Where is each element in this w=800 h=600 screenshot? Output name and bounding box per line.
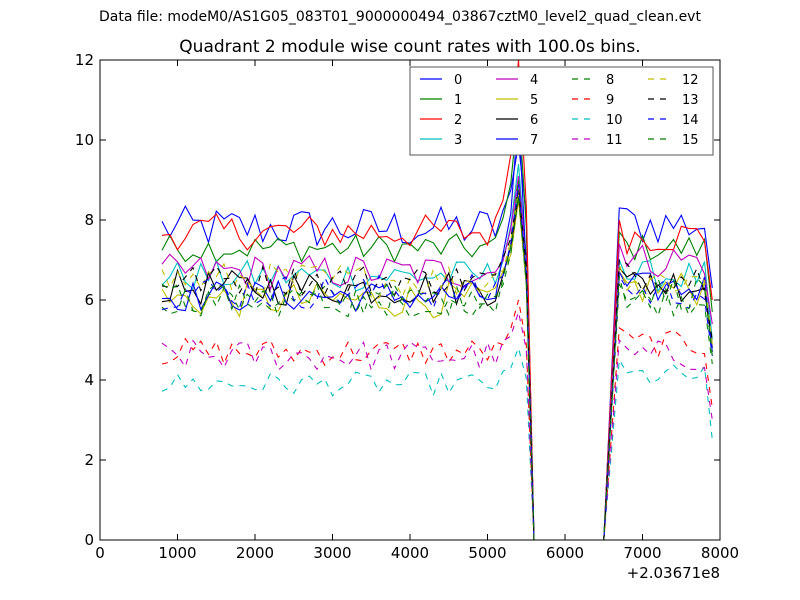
- legend-box: [409, 66, 714, 156]
- x-tick-label: 2000: [236, 544, 274, 562]
- series-line-13: [161, 187, 713, 541]
- legend-label-3: 3: [454, 133, 462, 148]
- legend-label-2: 2: [454, 113, 462, 128]
- legend-label-9: 9: [606, 93, 614, 108]
- series-line-2: [161, 59, 713, 541]
- series-line-15: [161, 195, 713, 541]
- legend-label-12: 12: [682, 73, 699, 88]
- tick-layer: 0 1000 2000 3000 4000 5000 6000 7000 80000246810…: [75, 51, 739, 562]
- legend-label-0: 0: [454, 73, 462, 88]
- series-line-9: [161, 299, 713, 541]
- y-tick-label: 2: [84, 451, 94, 469]
- x-tick-label: 1000: [158, 544, 196, 562]
- x-tick-label: 3000: [313, 544, 351, 562]
- legend-label-1: 1: [454, 93, 462, 108]
- x-tick-label: 6000: [546, 544, 584, 562]
- y-tick-label: 8: [84, 211, 94, 229]
- series-line-5: [161, 199, 713, 541]
- series-line-12: [161, 191, 713, 541]
- series-line-7: [161, 111, 713, 541]
- y-tick-label: 10: [75, 131, 94, 149]
- y-tick-label: 12: [75, 51, 94, 69]
- legend-label-11: 11: [606, 133, 623, 148]
- series-line-3: [161, 163, 713, 541]
- chart-title: Quadrant 2 module wise count rates with …: [179, 37, 641, 57]
- series-line-10: [161, 346, 713, 541]
- series-line-11: [161, 309, 713, 541]
- legend-label-15: 15: [682, 133, 699, 148]
- legend-label-13: 13: [682, 93, 699, 108]
- y-tick-label: 0: [84, 531, 94, 549]
- y-tick-label: 6: [84, 291, 94, 309]
- series-line-0: [161, 143, 713, 541]
- legend-label-6: 6: [530, 113, 538, 128]
- x-tick-label: 5000: [468, 544, 506, 562]
- legend-label-8: 8: [606, 73, 614, 88]
- legend-label-4: 4: [530, 73, 538, 88]
- x-tick-label: 8000: [701, 544, 739, 562]
- x-tick-label: 7000: [623, 544, 661, 562]
- x-tick-label: 0: [95, 544, 105, 562]
- legend-label-7: 7: [530, 133, 538, 148]
- legend-label-10: 10: [606, 113, 623, 128]
- series-layer: [161, 59, 713, 541]
- x-tick-label: 4000: [391, 544, 429, 562]
- figure-suptitle: Data file: modeM0/AS1G05_083T01_90000004…: [99, 9, 701, 25]
- x-axis-offset-label: +2.03671e8: [627, 564, 720, 582]
- series-line-4: [161, 175, 713, 541]
- y-tick-label: 4: [84, 371, 94, 389]
- legend-label-14: 14: [682, 113, 699, 128]
- legend-label-5: 5: [530, 93, 538, 108]
- series-line-14: [161, 183, 713, 541]
- series-line-1: [161, 103, 713, 541]
- series-line-8: [161, 179, 713, 541]
